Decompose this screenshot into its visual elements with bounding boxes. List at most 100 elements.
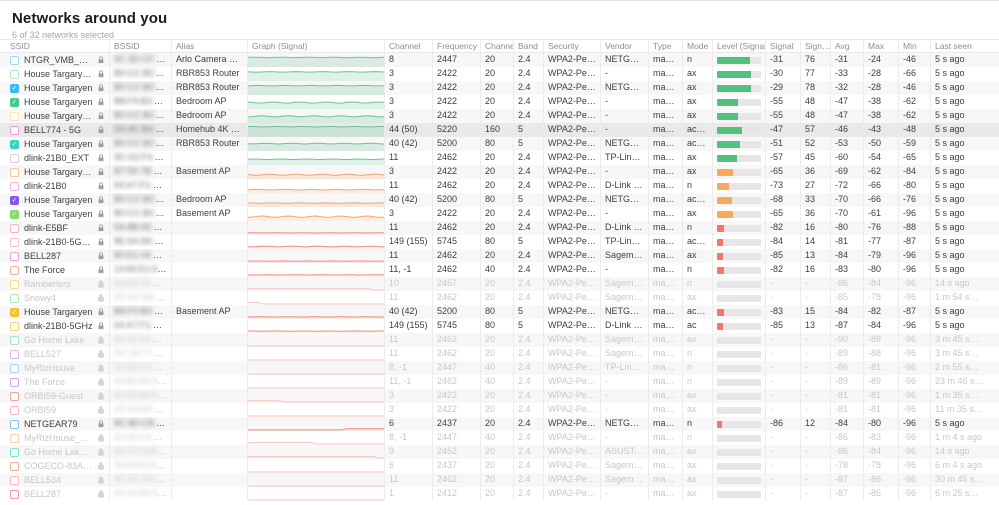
column-header-channel[interactable]: Channel xyxy=(385,40,433,52)
network-checkbox[interactable] xyxy=(10,55,19,65)
column-header-ssid[interactable]: SSID xyxy=(0,40,110,52)
max-value: -88 xyxy=(864,347,899,361)
network-checkbox[interactable] xyxy=(10,419,19,429)
network-checkbox[interactable] xyxy=(10,167,19,177)
column-header-signal[interactable]: Signal xyxy=(766,40,801,52)
network-row[interactable]: The Force 14:84:E1:6B:4B:22 11, -1 2462 … xyxy=(0,263,999,277)
column-header-label: Vendor xyxy=(605,41,632,51)
network-row[interactable]: dlink-21B0-5GHz 64:A7:F1:3F:21:B2 149 (1… xyxy=(0,319,999,333)
frequency-value: 2462 xyxy=(433,263,481,277)
network-checkbox[interactable] xyxy=(10,447,19,457)
network-row[interactable]: dlink-21B0-5GHz_EXT 8E:5A:8A:F9:2B:D5 14… xyxy=(0,235,999,249)
column-header-max[interactable]: Max xyxy=(864,40,899,52)
network-checkbox[interactable] xyxy=(10,181,19,191)
min-value: -96 xyxy=(899,347,931,361)
column-header-channel_width[interactable]: Channel wid… xyxy=(481,40,514,52)
column-header-vendor[interactable]: Vendor xyxy=(601,40,649,52)
network-checkbox[interactable] xyxy=(10,251,19,261)
network-checkbox[interactable] xyxy=(10,405,19,415)
network-checkbox[interactable]: ✓ xyxy=(10,97,19,107)
network-row[interactable]: dlink-E5BF 5A:8B:65:7E:E5:BF 11 2462 20 … xyxy=(0,221,999,235)
column-header-bssid[interactable]: BSSID xyxy=(110,40,172,52)
network-checkbox[interactable] xyxy=(10,125,19,135)
network-checkbox[interactable]: ✓ xyxy=(10,209,19,219)
security-value: WPA2-Personal xyxy=(544,389,601,403)
column-header-band[interactable]: Band xyxy=(514,40,544,52)
network-checkbox[interactable] xyxy=(10,377,19,387)
column-header-alias[interactable]: Alias xyxy=(172,40,248,52)
network-row[interactable]: House Targaryen-IoT B0:CC:BC:A8:D4:5C RB… xyxy=(0,67,999,81)
network-row[interactable]: The Force 54:B2:85:8F:B1:61 11, -1 2462 … xyxy=(0,375,999,389)
network-checkbox[interactable] xyxy=(10,321,19,331)
network-row[interactable]: dlink-21B0 64:A7:F1:3F:21:B0 11 2462 20 … xyxy=(0,179,999,193)
type-value: managed xyxy=(649,53,683,67)
network-row[interactable]: Go Home Lake Up 68:70:76:88:A7:88 9 2452… xyxy=(0,445,999,459)
avg-value: -89 xyxy=(831,347,864,361)
column-header-last_seen[interactable]: Last seen xyxy=(931,40,999,52)
network-checkbox[interactable] xyxy=(10,279,19,289)
network-checkbox[interactable]: ✓ xyxy=(10,195,19,205)
network-checkbox[interactable] xyxy=(10,223,19,233)
ssid-label: MyRizHouse xyxy=(24,362,76,373)
level-bar-fill xyxy=(717,420,723,428)
network-row[interactable]: COGECO-83ADE8 90:58:51:8A:40:87 6 2437 2… xyxy=(0,459,999,473)
network-checkbox[interactable]: ✓ xyxy=(10,83,19,93)
network-checkbox[interactable] xyxy=(10,349,19,359)
column-header-sign[interactable]: Sign… xyxy=(801,40,831,52)
network-checkbox[interactable] xyxy=(10,153,19,163)
level-bar-track xyxy=(717,98,761,106)
column-header-avg[interactable]: Avg xyxy=(831,40,864,52)
network-checkbox[interactable] xyxy=(10,293,19,303)
network-row[interactable]: ✓ House Targaryen B0:CC:BC:A6:E3:4D RBR8… xyxy=(0,137,999,151)
band-value: 2.4 xyxy=(514,277,544,291)
network-checkbox[interactable]: ✓ xyxy=(10,307,19,317)
network-row[interactable]: ✓ House Targaryen B0:CC:BC:A8:D4:5D RBR8… xyxy=(0,81,999,95)
network-row[interactable]: dlink-21B0_EXT 9C:A2:F4:E1:B5:D6 11 2462… xyxy=(0,151,999,165)
network-row[interactable]: NTGR_VMB_1462061179 9C:3D:CF:B9:C3:4A Ar… xyxy=(0,53,999,67)
network-checkbox[interactable] xyxy=(10,265,19,275)
network-row[interactable]: BELL287 80:D1:04:9F:2D:48 11 2462 20 2.4… xyxy=(0,249,999,263)
network-checkbox[interactable] xyxy=(10,461,19,471)
network-row[interactable]: ✓ House Targaryen B8:F9:B3:5A:8A:A9 Bedr… xyxy=(0,95,999,109)
column-header-graph[interactable]: Graph (Signal) xyxy=(248,40,385,52)
network-row[interactable]: ✓ House Targaryen B0:CC:BC:14:D4:4A Bedr… xyxy=(0,193,999,207)
network-row[interactable]: ✓ House Targaryen B8:F9:B3:5A:8A:AA Base… xyxy=(0,305,999,319)
network-checkbox[interactable]: ✓ xyxy=(10,139,19,149)
column-header-mode[interactable]: Mode xyxy=(683,40,713,52)
network-row[interactable]: House Targaryen-IoT B0:CC:BC:54:D4:4B Be… xyxy=(0,109,999,123)
network-checkbox[interactable] xyxy=(10,69,19,79)
network-row[interactable]: MyRizHouse_Guest 12:26:C3:3E:9D:63 8, -1… xyxy=(0,431,999,445)
network-row[interactable]: BELL287 10:18:A0:3A:22:94 1 2412 20 2.4 … xyxy=(0,487,999,501)
network-row[interactable]: Snowy4 0C:AC:8A:63:DA:18 11 2462 20 2.4 … xyxy=(0,291,999,305)
signal-level-bar xyxy=(713,179,766,193)
network-checkbox[interactable] xyxy=(10,111,19,121)
network-row[interactable]: Ramberlers 20:B4:70:DA:FB:28 10 2457 20 … xyxy=(0,277,999,291)
signal-level-bar xyxy=(713,445,766,459)
network-checkbox[interactable] xyxy=(10,335,19,345)
network-row[interactable]: BELL534 3C:AC:3A:C4:88:29 11 2462 20 2.4… xyxy=(0,473,999,487)
column-header-type[interactable]: Type xyxy=(649,40,683,52)
column-header-frequency[interactable]: Frequency xyxy=(433,40,481,52)
column-header-level[interactable]: Level (Signal)⌄ xyxy=(713,40,766,52)
network-row[interactable]: BELL527 AC:18:77:AC:A6:41 11 2462 20 2.4… xyxy=(0,347,999,361)
signal-percent-value: - xyxy=(801,445,831,459)
network-checkbox[interactable] xyxy=(10,475,19,485)
network-row[interactable]: ✓ House Targaryen B0:CC:BC:A6:2B:6D Base… xyxy=(0,207,999,221)
network-row[interactable]: House Targaryen-IoT B7:59:7B:5A:6A:8B Ba… xyxy=(0,165,999,179)
network-checkbox[interactable] xyxy=(10,237,19,247)
network-row[interactable]: ORBI59-Guest 42:84:0E:96:44:13 3 2422 20… xyxy=(0,389,999,403)
channel-width-value: 80 xyxy=(481,235,514,249)
network-checkbox[interactable] xyxy=(10,489,19,499)
network-row[interactable]: MyRizHouse 10:26:C3:3E:9D:62 8, -1 2447 … xyxy=(0,361,999,375)
network-row[interactable]: Go Home Lake 05:0C:04:28:0C:A9 11 2462 2… xyxy=(0,333,999,347)
network-row[interactable]: BELL774 - 5G D0:4C:B4:7F:0B:D8 Homehub 4… xyxy=(0,123,999,137)
network-row[interactable]: NETGEAR79 8C:8D:C8:43:FA:C5 6 2437 20 2.… xyxy=(0,417,999,431)
ssid-cell: dlink-21B0-5GHz_EXT xyxy=(0,235,110,249)
network-checkbox[interactable] xyxy=(10,391,19,401)
network-checkbox[interactable] xyxy=(10,433,19,443)
network-checkbox[interactable] xyxy=(10,363,19,373)
security-value: WPA2-Personal xyxy=(544,417,601,431)
column-header-min[interactable]: Min xyxy=(899,40,931,52)
column-header-security[interactable]: Security xyxy=(544,40,601,52)
network-row[interactable]: ORBI59 2C:44:5D:6A:4C:88 3 2422 20 2.4 W… xyxy=(0,403,999,417)
